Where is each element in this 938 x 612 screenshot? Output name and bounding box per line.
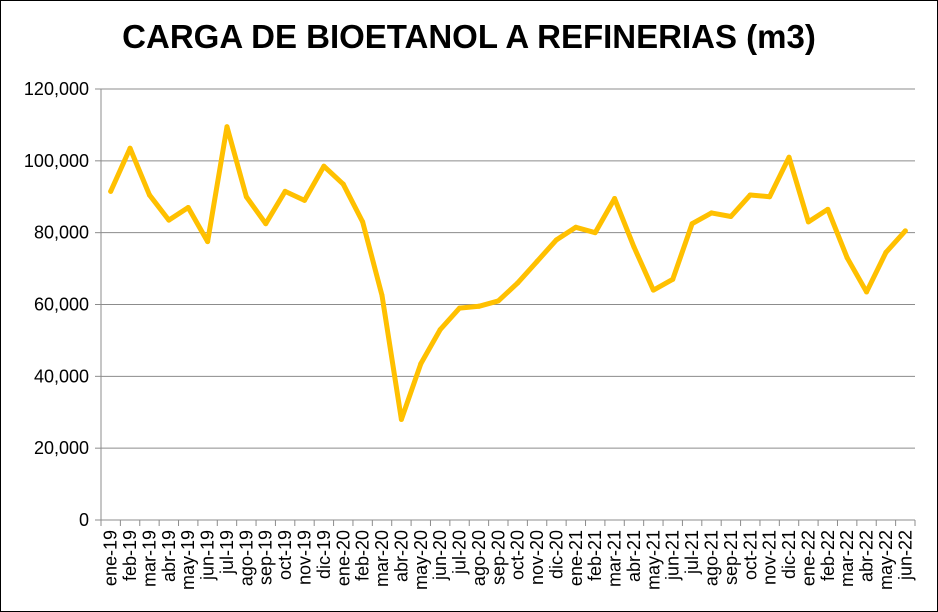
x-tick-label: ago-20: [469, 530, 489, 586]
x-tick-label: ago-19: [236, 530, 256, 586]
data-point: [340, 181, 346, 187]
x-tick-label: dic-19: [314, 530, 334, 579]
x-tick-label: dic-21: [779, 530, 799, 579]
x-tick-label: nov-21: [760, 530, 780, 585]
data-point: [592, 230, 598, 236]
data-point: [805, 219, 811, 225]
x-tick-label: abr-22: [857, 530, 877, 582]
chart-title: CARGA DE BIOETANOL A REFINERIAS (m3): [122, 18, 816, 55]
x-tick-label: may-22: [876, 530, 896, 590]
data-point: [670, 276, 676, 282]
x-tick-label: feb-19: [120, 530, 140, 581]
data-point: [476, 303, 482, 309]
x-tick-label: abr-21: [624, 530, 644, 582]
x-tick-label: may-20: [411, 530, 431, 590]
x-tick-label: mar-20: [372, 530, 392, 587]
x-tick-label: sep-19: [256, 530, 276, 585]
data-point: [360, 219, 366, 225]
x-tick-label: sep-21: [721, 530, 741, 585]
x-tick-label: may-19: [178, 530, 198, 590]
x-tick-label: oct-20: [508, 530, 528, 580]
data-point: [282, 188, 288, 194]
y-tick-label: 0: [79, 510, 89, 530]
data-point: [864, 289, 870, 295]
x-tick-label: jul-21: [682, 530, 702, 575]
y-tick-label: 120,000: [24, 79, 89, 99]
y-tick-label: 80,000: [34, 223, 89, 243]
x-tick-label: jun-22: [895, 530, 915, 581]
data-point: [321, 163, 327, 169]
data-point: [224, 124, 230, 130]
x-tick-label: nov-20: [527, 530, 547, 585]
data-point: [553, 237, 559, 243]
data-point: [127, 145, 133, 151]
x-tick-label: jul-20: [450, 530, 470, 575]
x-tick-label: abr-19: [159, 530, 179, 582]
y-tick-label: 40,000: [34, 366, 89, 386]
data-point: [728, 214, 734, 220]
x-tick-label: ene-19: [101, 530, 121, 586]
y-tick-label: 100,000: [24, 151, 89, 171]
data-point: [515, 280, 521, 286]
data-point: [573, 224, 579, 230]
data-point: [418, 361, 424, 367]
y-tick-label: 20,000: [34, 438, 89, 458]
data-point: [844, 255, 850, 261]
x-tick-label: feb-22: [818, 530, 838, 581]
x-tick-label: ene-22: [798, 530, 818, 586]
x-tick-label: ago-21: [702, 530, 722, 586]
data-point: [786, 154, 792, 160]
x-tick-label: feb-20: [353, 530, 373, 581]
x-tick-label: mar-21: [605, 530, 625, 587]
x-tick-label: nov-19: [295, 530, 315, 585]
data-point: [767, 194, 773, 200]
data-point: [457, 305, 463, 311]
data-point: [108, 188, 114, 194]
x-tick-label: mar-22: [837, 530, 857, 587]
data-point: [185, 205, 191, 211]
x-tick-label: oct-21: [740, 530, 760, 580]
data-point: [747, 192, 753, 198]
x-tick-label: oct-19: [275, 530, 295, 580]
x-tick-label: feb-21: [585, 530, 605, 581]
data-point: [398, 416, 404, 422]
data-point: [302, 197, 307, 203]
data-point: [883, 249, 889, 255]
data-point: [146, 192, 152, 198]
x-tick-label: ene-20: [333, 530, 353, 586]
data-point: [825, 206, 831, 212]
data-point: [534, 258, 540, 264]
data-point: [437, 327, 443, 333]
y-tick-label: 60,000: [34, 295, 89, 315]
x-tick-label: abr-20: [391, 530, 411, 582]
x-tick-label: jun-21: [663, 530, 683, 581]
data-point: [650, 287, 656, 293]
x-tick-label: ene-21: [566, 530, 586, 586]
data-point: [243, 194, 249, 200]
data-point: [689, 221, 695, 227]
x-tick-label: mar-19: [139, 530, 159, 587]
data-point: [495, 298, 501, 304]
data-point: [709, 210, 714, 216]
data-point: [902, 228, 908, 234]
data-point: [631, 244, 637, 250]
x-tick-label: jul-19: [217, 530, 237, 575]
series-line: [108, 124, 908, 422]
data-point: [205, 239, 211, 245]
x-tick-label: jun-20: [430, 530, 450, 581]
x-tick-label: dic-20: [546, 530, 566, 579]
data-point: [612, 196, 618, 202]
data-point: [263, 221, 269, 227]
data-point: [379, 293, 385, 299]
x-tick-label: sep-20: [488, 530, 508, 585]
data-point: [166, 217, 172, 223]
x-tick-label: jun-19: [198, 530, 218, 581]
x-tick-label: may-21: [643, 530, 663, 590]
